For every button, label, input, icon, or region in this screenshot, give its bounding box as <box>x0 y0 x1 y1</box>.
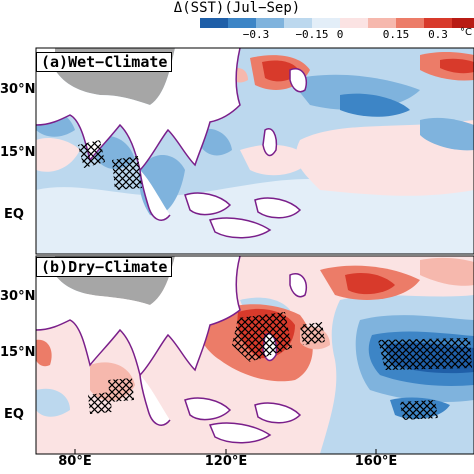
panel-b-map <box>36 256 474 454</box>
panel-a-label: (a)Wet−Climate <box>36 52 173 72</box>
figure-title: Δ(SST)(Jul−Sep) <box>173 0 301 16</box>
x-tick-label: 120°E <box>204 454 248 469</box>
y-tick-label: 30°N <box>0 82 36 97</box>
panel-b-frame <box>35 255 474 455</box>
y-tick-label: 15°N <box>0 145 36 160</box>
panel-b-label: (b)Dry−Climate <box>36 257 173 277</box>
y-tick-label: 15°N <box>0 345 36 360</box>
colorbar-unit: °C <box>460 27 472 38</box>
colorbar-tick: 0.3 <box>428 28 448 41</box>
y-tick-label: EQ <box>4 407 24 422</box>
panel-a-frame <box>35 47 474 255</box>
y-tick-label: EQ <box>4 207 24 222</box>
colorbar-tick: 0.15 <box>382 28 410 41</box>
colorbar <box>200 18 474 28</box>
colorbar-tick: −0.3 <box>242 28 270 41</box>
colorbar-tick: 0 <box>336 28 344 41</box>
panel-a-map <box>36 48 474 254</box>
x-tick-label: 80°E <box>58 454 92 469</box>
x-tick-marks <box>74 449 377 454</box>
colorbar-tick: −0.15 <box>295 28 329 41</box>
y-tick-label: 30°N <box>0 289 36 304</box>
x-tick-label: 160°E <box>354 454 398 469</box>
